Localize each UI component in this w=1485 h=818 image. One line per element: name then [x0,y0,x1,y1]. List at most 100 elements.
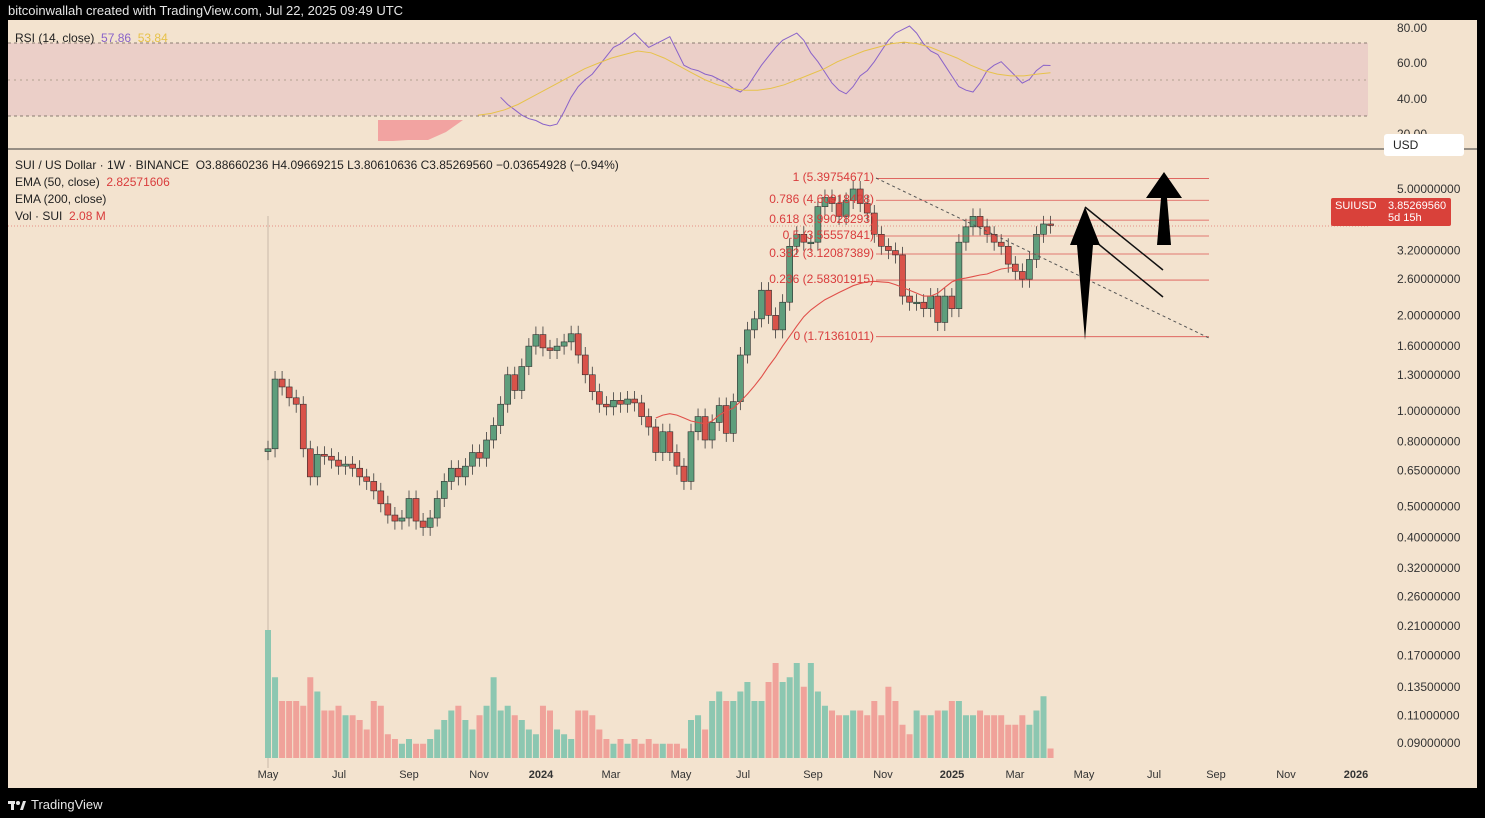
candle-down [863,203,871,214]
volume-bar [539,705,546,758]
candle-down [772,315,779,331]
tradingview-logo-icon [8,800,26,810]
candle-down [983,226,991,235]
candle-up [758,289,765,320]
flag-pole-arrow [1070,207,1100,340]
ema50-value: 2.82571606 [106,175,170,189]
rsi-axis-60: 60.00 [1397,56,1428,70]
candle-down [828,197,836,204]
candle-up [1033,234,1040,260]
volume-bar [666,743,673,758]
volume-bar [1012,724,1019,758]
candle-down [997,241,1005,247]
volume-bar [1026,724,1033,758]
breakout-target-arrow [1146,172,1182,245]
volume-bar [962,715,969,758]
time-axis-label: May [258,769,279,781]
chart-svg[interactable]: 5.00000000 3.20000000 2.60000000 2.00000000… [8,20,1477,788]
rsi-label: RSI (14, close) [15,31,95,45]
candle-down [384,503,392,516]
chart-watermark-header: bitcoinwallah created with TradingView.c… [8,3,404,18]
price-axis-label: 0.13500000 [1397,680,1461,694]
volume-bar [906,734,913,758]
price-axis[interactable]: 5.00000000 3.20000000 2.60000000 2.00000000… [1397,182,1461,750]
time-axis[interactable]: May Jul Sep Nov 2024 Mar May Jul Sep Nov 2025 Mar Ma… [258,769,1369,781]
volume-bar [786,677,793,758]
volume-bar [765,682,772,758]
volume-bar [525,729,532,758]
volume-bar [680,748,687,758]
price-axis-label: 0.40000000 [1397,530,1461,544]
candle-up [483,439,490,459]
candle-up [314,454,321,478]
currency-button[interactable]: USD [1384,134,1464,156]
volume-bar [737,691,744,758]
price-badge-countdown: 5d 15h [1388,212,1422,224]
volume-bar [1019,715,1026,758]
time-axis-label: Sep [399,769,419,781]
candle-down [321,454,328,457]
candle-down [370,481,378,492]
volume-bar [695,715,702,758]
candle-down [328,455,335,461]
price-axis-label: 0.26000000 [1397,590,1461,604]
candle-down [765,289,772,316]
price-axis-label: 3.20000000 [1397,244,1461,258]
volume-bar [977,710,984,758]
candle-up [398,517,406,522]
volume-bar [927,715,934,758]
candle-up [1026,259,1033,280]
time-axis-label: Jul [332,769,346,781]
candle-up [405,498,413,519]
candle-up [969,216,977,228]
volume-bar [624,743,631,758]
volume-bar [751,701,758,758]
candle-up [694,416,702,433]
volume-bar [279,701,286,758]
volume-bar [730,701,737,758]
volume-bar [532,734,539,758]
rsi-line [500,25,1051,127]
volume-bar [673,743,680,758]
candle-down [652,426,660,453]
candle-up [913,301,920,305]
candle-down [631,398,638,404]
fib-level-label: 0.618 (3.99028293) [769,212,874,227]
price-axis-label: 0.17000000 [1397,648,1461,662]
volume-bar [871,701,878,758]
volume-bar [970,715,976,758]
price-axis-label: 1.60000000 [1397,339,1461,353]
candle-up [793,234,801,247]
candle-down [835,203,843,217]
symbol-legend: SUI / US Dollar · 1W · BINANCE O3.886602… [15,158,619,172]
candle-down [638,402,645,417]
volume-bar [864,715,871,758]
volume-bar [420,743,427,758]
price-axis-label: 1.30000000 [1397,368,1461,382]
rsi-ma-line [477,41,1051,116]
candle-down [292,397,300,405]
volume-bar [483,705,490,758]
rsi-ma-value: 53.84 [137,31,168,45]
volume-bar [984,715,991,758]
candle-up [1040,223,1047,235]
ema200-legend: EMA (200, close) [15,192,107,206]
volume-bar [821,705,828,758]
candle-up [708,422,716,441]
candle-down [990,234,998,243]
volume-bar [335,705,342,758]
candle-up [271,378,279,450]
time-axis-label: Mar [602,769,621,781]
candle-down [934,295,942,323]
price-axis-label: 0.80000000 [1397,435,1461,449]
volume-bar [384,734,391,758]
volume-bar [286,701,293,758]
candle-up [469,452,476,467]
candle-up [849,188,857,201]
candle-down [377,490,385,505]
volume-bar [398,743,405,758]
volume-bar [575,710,582,758]
candle-down [356,467,363,478]
rsi-axis-80: 80.00 [1397,21,1428,35]
candle-up [715,405,723,423]
